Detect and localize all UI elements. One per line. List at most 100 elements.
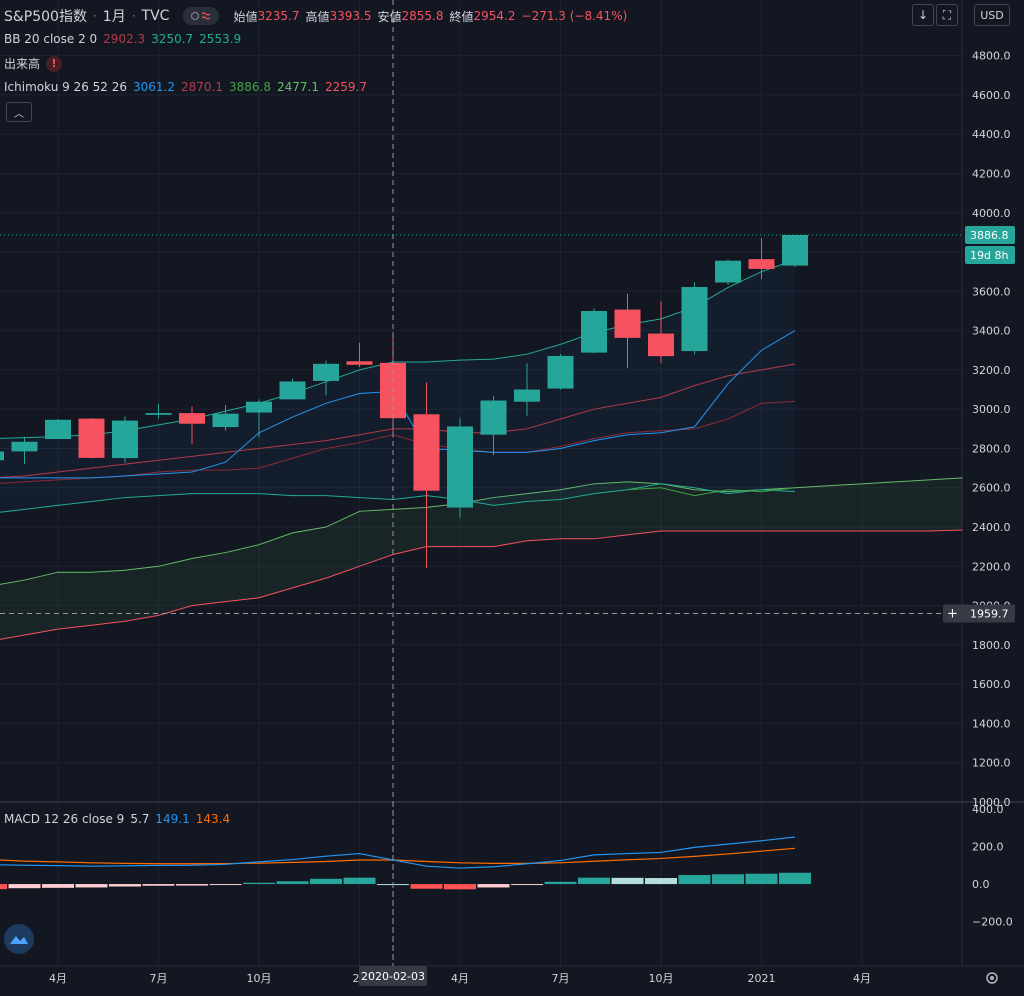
macd-legend[interactable]: MACD 12 26 close 9 5.7 149.1 143.4 <box>4 812 230 826</box>
macd-histogram-bar <box>176 884 208 886</box>
candle <box>782 234 808 267</box>
candle <box>0 451 4 461</box>
price-tick-label: 3600.0 <box>972 285 1011 298</box>
ichimoku-tenkan-value: 3061.2 <box>133 80 175 94</box>
candle <box>279 378 306 400</box>
low-label: 安値 <box>377 9 402 24</box>
price-tick-label: 2800.0 <box>972 442 1011 455</box>
time-tick-label: 4月 <box>451 972 469 985</box>
ichimoku-legend[interactable]: Ichimoku 9 26 52 26 3061.2 2870.1 3886.8… <box>4 80 367 94</box>
candle-body <box>581 310 607 353</box>
collapse-legend-button[interactable]: ︿ <box>6 102 32 122</box>
bb-upper-value: 3250.7 <box>151 32 194 46</box>
price-tick-label: 1400.0 <box>972 717 1011 730</box>
candle <box>179 406 205 445</box>
macd-histogram-bar <box>109 884 141 887</box>
bb-lower-value: 2553.9 <box>199 32 242 46</box>
crosshair-date-badge <box>359 966 427 986</box>
candle-body <box>782 235 808 266</box>
price-tick-label: 4200.0 <box>972 167 1011 180</box>
settings-icon[interactable] <box>986 972 998 984</box>
symbol-name[interactable]: S&P500指数 <box>4 9 87 25</box>
compare-button[interactable] <box>183 7 220 25</box>
maximize-button[interactable]: ⛶ <box>936 4 958 26</box>
macd-histogram-bar <box>745 873 778 885</box>
candle-body <box>212 413 239 428</box>
high-label: 高値 <box>305 9 330 24</box>
candle-body <box>313 363 339 381</box>
macd-tick-label: 400.0 <box>972 803 1004 816</box>
candle <box>45 419 71 440</box>
candle-body <box>112 420 138 459</box>
ichimoku-span-b-value: 2259.7 <box>325 80 367 94</box>
candle <box>78 418 105 459</box>
ichimoku-kijun-value: 2870.1 <box>181 80 223 94</box>
exchange-label: TVC <box>141 8 170 24</box>
candle <box>145 403 172 419</box>
currency-button[interactable]: USD <box>974 4 1010 26</box>
candle <box>112 416 138 463</box>
candle-body <box>11 441 38 452</box>
low-value: 2855.8 <box>401 9 444 23</box>
warning-icon[interactable]: ! <box>46 55 63 72</box>
candle-body <box>346 361 373 365</box>
candle-body <box>514 389 540 402</box>
price-tick-label: 4400.0 <box>972 128 1011 141</box>
bb-legend[interactable]: BB 20 close 2 0 2902.3 3250.7 2553.9 <box>4 32 241 46</box>
candle-body <box>614 309 641 338</box>
time-tick-label: 4月 <box>49 972 67 985</box>
interval-label[interactable]: 1月 <box>102 9 126 25</box>
time-tick-label: 7月 <box>552 972 570 985</box>
macd-line-value: 149.1 <box>155 812 190 826</box>
tradingview-logo[interactable] <box>4 924 34 954</box>
price-tick-label: 3200.0 <box>972 364 1011 377</box>
macd-signal-value: 143.4 <box>195 812 231 826</box>
change-value: −271.3 (−8.41%) <box>521 9 628 23</box>
ichimoku-span-b <box>0 529 963 640</box>
last-price-badge <box>965 226 1015 245</box>
macd-tick-label: −200.0 <box>972 916 1013 929</box>
crosshair-price-badge <box>943 604 1015 623</box>
candle <box>413 382 440 568</box>
candle-body <box>179 413 205 424</box>
download-button[interactable]: ↓ <box>912 4 934 26</box>
macd-histogram-bar <box>343 877 376 885</box>
price-tick-label: 1800.0 <box>972 639 1011 652</box>
macd-histogram-bar <box>779 872 811 885</box>
candle-body <box>0 451 4 461</box>
candle-body <box>45 419 71 440</box>
candle <box>346 342 373 368</box>
close-label: 終値 <box>449 9 474 24</box>
price-tick-label: 2200.0 <box>972 560 1011 573</box>
price-tick-label: 1600.0 <box>972 678 1011 691</box>
crosshair-date-label: 2020-02-03 <box>361 970 425 983</box>
macd-histogram-bar <box>42 884 74 888</box>
chevron-up-icon: ︿ <box>14 108 24 120</box>
plus-icon: + <box>947 607 958 622</box>
macd-histogram-bar <box>477 884 510 888</box>
crosshair-price-label: 1959.7 <box>970 608 1009 621</box>
candle-body <box>279 381 306 400</box>
macd-histogram-bar <box>0 884 7 890</box>
candle <box>648 301 674 364</box>
candle-body <box>246 401 272 413</box>
volume-legend[interactable]: 出来高 ! <box>4 55 63 72</box>
macd-histogram-bar <box>611 877 644 885</box>
candle-body <box>480 400 507 435</box>
open-label: 始値 <box>233 9 258 24</box>
candle-body <box>681 287 708 352</box>
fullscreen-icon: ⛶ <box>942 7 952 22</box>
time-tick-label: 2021 <box>748 972 776 985</box>
candle-body <box>715 260 741 283</box>
ichimoku-label: Ichimoku 9 26 52 26 <box>4 80 127 94</box>
price-tick-label: 1000.0 <box>972 796 1011 809</box>
macd-histogram-bar <box>511 884 543 886</box>
price-tick-label: 2600.0 <box>972 482 1011 495</box>
candle <box>480 395 507 455</box>
macd-histogram-bar <box>712 874 744 885</box>
candle-body <box>78 418 105 458</box>
countdown-badge <box>965 246 1015 265</box>
macd-histogram-bar <box>645 878 677 885</box>
candle <box>212 404 239 431</box>
